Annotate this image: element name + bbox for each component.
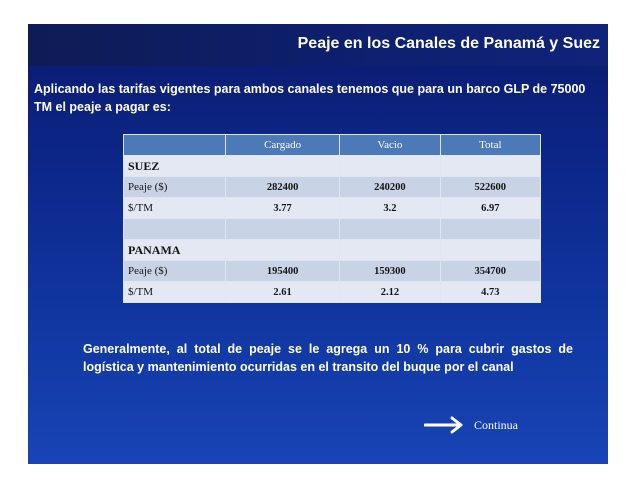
empty-cell xyxy=(224,218,341,240)
empty-cell xyxy=(224,155,341,177)
header-total: Total xyxy=(439,134,542,156)
empty-cell xyxy=(123,218,226,240)
table-row-suez-per-tm: $/TM 3.77 3.2 6.97 xyxy=(123,197,542,219)
cell-cargado: 2.61 xyxy=(224,281,341,303)
continue-label[interactable]: Continua xyxy=(474,417,518,432)
cell-cargado: 195400 xyxy=(224,260,341,282)
table-row-panama-per-tm: $/TM 2.61 2.12 4.73 xyxy=(123,281,542,303)
toll-table: Cargado Vacio Total SUEZ Peaje ($) 28240… xyxy=(123,134,542,303)
cell-total: 4.73 xyxy=(439,281,542,303)
empty-cell xyxy=(339,239,441,261)
empty-cell xyxy=(439,239,542,261)
header-cargado: Cargado xyxy=(224,134,341,156)
slide-title: Peaje en los Canales de Panamá y Suez xyxy=(297,35,600,52)
empty-cell xyxy=(339,155,441,177)
empty-cell xyxy=(439,155,542,177)
header-vacio: Vacio xyxy=(339,134,441,156)
row-label: Peaje ($) xyxy=(123,260,226,282)
slide: Peaje en los Canales de Panamá y Suez Ap… xyxy=(28,24,608,464)
title-bar: Peaje en los Canales de Panamá y Suez xyxy=(28,24,608,66)
table-row-panama-peaje: Peaje ($) 195400 159300 354700 xyxy=(123,260,542,282)
row-label: Peaje ($) xyxy=(123,176,226,198)
right-arrow-icon[interactable] xyxy=(424,416,470,434)
section-label-suez: SUEZ xyxy=(123,155,226,177)
section-row-suez: SUEZ xyxy=(123,155,542,177)
row-label: $/TM xyxy=(123,281,226,303)
intro-text: Aplicando las tarifas vigentes para ambo… xyxy=(34,82,586,114)
section-row-panama: PANAMA xyxy=(123,239,542,261)
cell-cargado: 282400 xyxy=(224,176,341,198)
empty-cell xyxy=(339,218,441,240)
cell-vacio: 159300 xyxy=(339,260,441,282)
cell-total: 522600 xyxy=(439,176,542,198)
continue-link[interactable]: Continua xyxy=(424,416,518,434)
cell-vacio: 3.2 xyxy=(339,197,441,219)
table-row-suez-peaje: Peaje ($) 282400 240200 522600 xyxy=(123,176,542,198)
section-label-panama: PANAMA xyxy=(123,239,226,261)
table-row-spacer xyxy=(123,218,542,240)
row-label: $/TM xyxy=(123,197,226,219)
cell-cargado: 3.77 xyxy=(224,197,341,219)
empty-cell xyxy=(439,218,542,240)
empty-cell xyxy=(224,239,341,261)
cell-vacio: 240200 xyxy=(339,176,441,198)
cell-total: 354700 xyxy=(439,260,542,282)
cell-total: 6.97 xyxy=(439,197,542,219)
note-text: Generalmente, al total de peaje se le ag… xyxy=(83,342,573,374)
table-header-row: Cargado Vacio Total xyxy=(123,134,542,156)
header-blank xyxy=(123,134,226,156)
cell-vacio: 2.12 xyxy=(339,281,441,303)
